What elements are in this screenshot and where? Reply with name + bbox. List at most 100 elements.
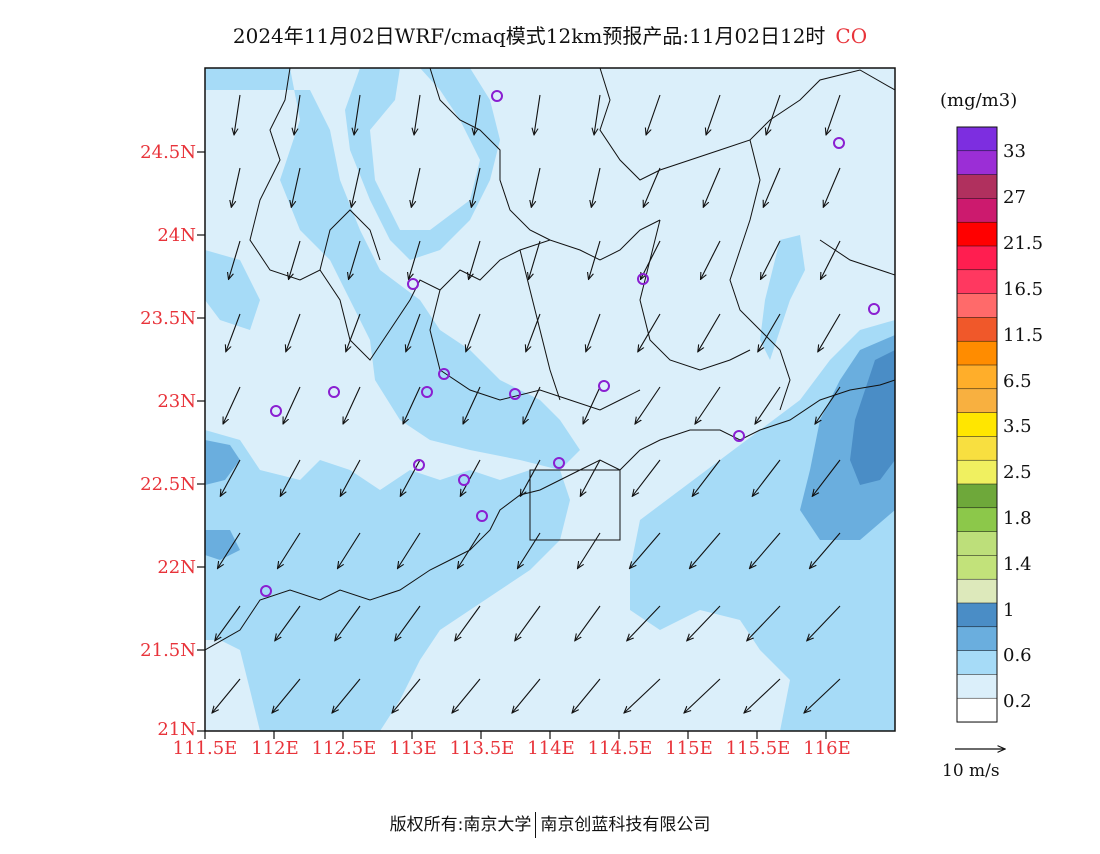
wind-arrow-42 (758, 313, 781, 352)
wind-arrow-78 (275, 605, 301, 641)
wind-arrow-91 (392, 678, 421, 713)
colorbar-swatch-2 (956, 174, 998, 199)
wind-arrow-92 (452, 678, 481, 713)
wind-arrow-33 (226, 313, 241, 352)
wind-arrow-48 (463, 386, 481, 424)
wind-arrow-27 (529, 240, 541, 280)
wind-arrow-11 (231, 167, 241, 207)
wind-arrow-80 (395, 605, 421, 641)
wind-arrow-39 (586, 313, 601, 352)
station-marker-6 (421, 386, 433, 398)
wind-arrow-88 (212, 678, 241, 713)
colorbar-label-11.5: 11.5 (1003, 325, 1044, 346)
colorbar-label-3.5: 3.5 (1003, 416, 1032, 437)
colorbar-label-6.5: 6.5 (1003, 371, 1032, 392)
station-marker-4 (868, 303, 880, 315)
conc-region-south (205, 430, 570, 731)
station-marker-0 (491, 90, 503, 102)
wind-arrow-3 (414, 94, 421, 135)
wind-arrow-98 (804, 678, 841, 713)
wind-arrow-79 (335, 605, 361, 641)
province-boundary-7 (519, 249, 561, 401)
wind-arrow-41 (698, 313, 721, 352)
colorbar-label-16.5: 16.5 (1003, 279, 1044, 300)
wind-arrow-60 (520, 459, 541, 496)
wind-arrow-73 (630, 532, 661, 569)
wind-arrow-50 (583, 386, 601, 424)
wind-arrow-71 (518, 532, 541, 569)
station-marker-9 (598, 380, 610, 392)
wind-arrow-56 (280, 459, 301, 496)
wind-arrow-74 (690, 532, 721, 569)
province-boundary-4 (729, 139, 791, 411)
wind-arrow-20 (763, 167, 781, 207)
wind-arrow-68 (338, 532, 361, 569)
wind-arrow-53 (755, 386, 781, 424)
footer-left: 版权所有:南京大学 (389, 815, 532, 835)
wind-arrow-19 (703, 167, 721, 207)
station-marker-10 (270, 405, 282, 417)
colorbar-label-1.8: 1.8 (1003, 508, 1032, 529)
coastline (205, 379, 895, 651)
wind-arrow-1 (294, 94, 301, 135)
conc-region-north-west (205, 250, 260, 330)
colorbar-swatch-20 (956, 602, 998, 628)
colorbar-swatch-11 (956, 388, 998, 414)
colorbar-swatch-21 (956, 626, 998, 652)
wind-arrow-97 (744, 678, 781, 713)
colorbar-label-1.4: 1.4 (1003, 554, 1032, 575)
station-marker-5 (328, 386, 340, 398)
wind-arrow-83 (575, 605, 601, 641)
colorbar-swatch-24 (956, 697, 998, 723)
lat-label-24n: 24N (157, 225, 196, 246)
conc-region-center (345, 68, 500, 260)
wind-arrow-89 (272, 678, 301, 713)
colorbar-swatch-13 (956, 436, 998, 461)
station-marker-2 (407, 278, 419, 290)
wind-arrow-72 (578, 532, 601, 569)
lon-label-115.5e: 115.5E (725, 738, 791, 759)
colorbar-swatch-14 (956, 459, 998, 485)
reference-wind-label: 10 m/s (942, 761, 1000, 781)
wind-arrow-5 (534, 94, 541, 135)
wind-arrow-90 (332, 678, 361, 713)
wind-arrow-12 (291, 167, 301, 207)
wind-arrow-14 (411, 167, 421, 207)
wind-arrow-10 (826, 94, 841, 135)
wind-arrow-24 (349, 240, 361, 280)
wind-arrow-30 (701, 240, 721, 280)
lon-label-115e: 115E (665, 738, 713, 759)
lat-label-21n: 21N (157, 719, 196, 740)
lat-label-23.5n: 23.5N (140, 308, 196, 329)
wind-arrow-69 (398, 532, 421, 569)
wind-arrow-84 (627, 605, 661, 641)
wind-arrow-34 (286, 313, 301, 352)
station-marker-12 (413, 459, 425, 471)
colorbar-swatch-17 (956, 531, 998, 556)
wind-arrow-40 (638, 313, 661, 352)
wind-vectors (212, 94, 841, 713)
wind-arrow-63 (692, 459, 721, 496)
wind-arrow-13 (351, 167, 361, 207)
station-marker-16 (260, 585, 272, 597)
colorbar-swatch-5 (956, 245, 998, 271)
wind-arrow-26 (469, 240, 481, 280)
wind-arrow-65 (812, 459, 841, 496)
wind-arrow-62 (632, 459, 661, 496)
colorbar-swatch-18 (956, 555, 998, 580)
station-marker-15 (476, 510, 488, 522)
wind-arrow-95 (624, 678, 661, 713)
hongkong-box (529, 469, 621, 541)
wind-arrow-64 (752, 459, 781, 496)
colorbar-label-1: 1 (1003, 600, 1015, 621)
colorbar-swatch-6 (956, 269, 998, 295)
boundaries (205, 68, 895, 651)
wind-arrow-25 (409, 240, 421, 280)
wind-arrow-77 (215, 605, 241, 641)
footer-separator (535, 812, 537, 838)
wind-arrow-15 (471, 167, 481, 207)
colorbar-swatch-22 (956, 650, 998, 675)
title-main: 2024年11月02日WRF/cmaq模式12km预报产品:11月02日12时 (232, 24, 826, 48)
station-marker-11 (733, 430, 745, 442)
colorbar-swatch-0 (956, 126, 998, 152)
